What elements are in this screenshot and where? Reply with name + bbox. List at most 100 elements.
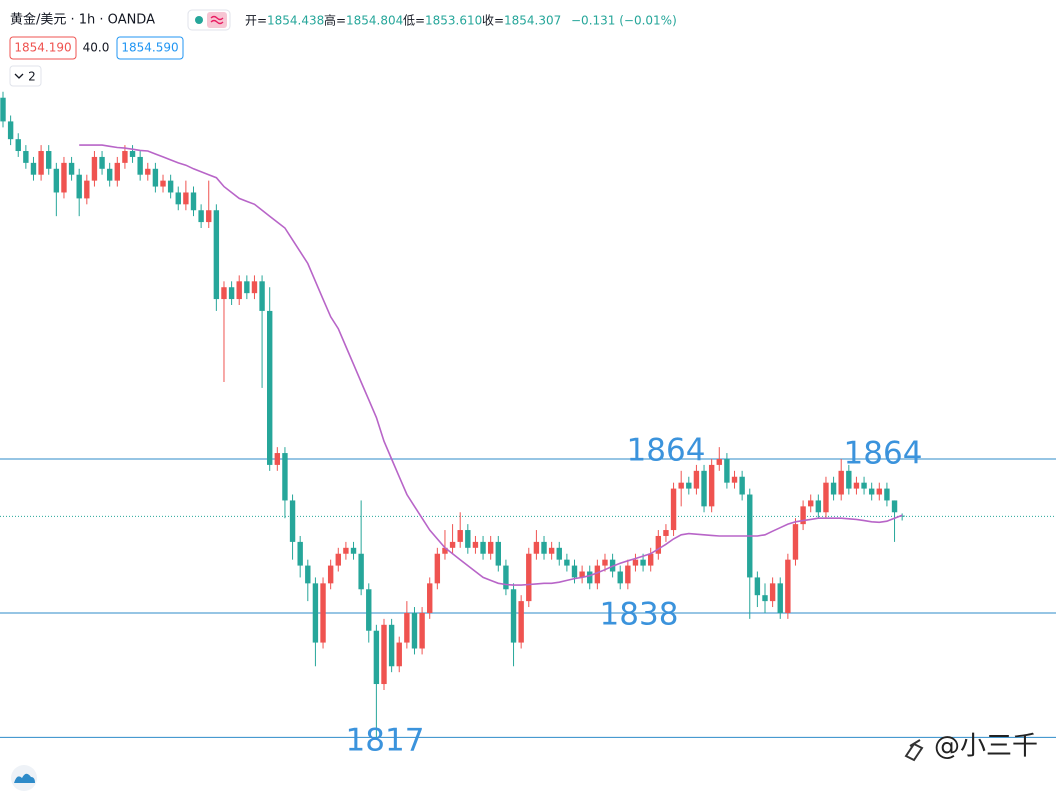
- candle-body: [777, 583, 783, 613]
- candle-body: [472, 541, 479, 548]
- candle-body: [274, 453, 281, 465]
- candle-body: [449, 541, 456, 548]
- candle-body: [175, 192, 181, 205]
- status-icon-glyph: [210, 15, 224, 25]
- candle-body: [678, 482, 684, 489]
- candle-body: [655, 535, 662, 554]
- candle-body: [335, 553, 341, 566]
- candle-body: [388, 624, 395, 667]
- level-annotation: 1838: [600, 597, 679, 633]
- candle-body: [632, 559, 639, 566]
- candle-body: [495, 541, 501, 566]
- candle-body: [434, 553, 441, 584]
- candle-body: [846, 470, 852, 489]
- ask-box[interactable]: [116, 36, 184, 60]
- candle-body: [648, 553, 654, 566]
- indicator-toggle[interactable]: [9, 65, 42, 87]
- candle-body: [99, 156, 105, 169]
- candle-body: [228, 287, 235, 300]
- candle-body: [465, 530, 471, 548]
- ohlc-legend: 开= 1854.438 高= 1854.804 低= 1853.610 收= 1854.307…: [245, 13, 677, 28]
- candle-body: [0, 97, 6, 122]
- candle-body: [236, 281, 242, 300]
- candle-body: [731, 476, 738, 483]
- candle-body: [122, 151, 128, 163]
- candle-body: [15, 139, 21, 152]
- candle-body: [891, 500, 898, 513]
- candle-body: [480, 541, 486, 554]
- candle-body: [739, 476, 745, 495]
- candle-body: [23, 151, 29, 163]
- candle-body: [114, 162, 120, 181]
- candle-body: [564, 559, 570, 566]
- candle-body: [297, 541, 303, 566]
- candle-body: [762, 595, 768, 602]
- candle-body: [145, 168, 151, 175]
- candle-body: [327, 565, 334, 584]
- candle-body: [129, 151, 136, 157]
- candle-body: [579, 571, 585, 578]
- ohlc-value: 1854.804: [346, 14, 403, 28]
- candle-body: [61, 162, 67, 193]
- candle-body: [686, 482, 692, 489]
- candle-body: [427, 583, 433, 613]
- chevron: [14, 73, 24, 79]
- logo-cloud: [14, 773, 35, 783]
- candle-body: [884, 488, 890, 501]
- candle-body: [602, 559, 608, 566]
- candle-body: [548, 547, 555, 554]
- candle-body: [594, 565, 601, 584]
- candle-body: [183, 192, 189, 205]
- bid: 1854.190: [14, 41, 71, 55]
- candle-body: [68, 162, 75, 175]
- candle-body: [373, 630, 380, 685]
- candle-body: [251, 281, 258, 294]
- candle-body: [404, 612, 410, 643]
- candle-body: [838, 470, 844, 495]
- candle-body: [91, 156, 98, 181]
- candle-body: [53, 168, 60, 193]
- candle-body: [556, 547, 562, 560]
- candle-body: [663, 530, 669, 536]
- ohlc-label: 收=: [482, 14, 504, 28]
- candle-body: [693, 470, 700, 489]
- ohlc-value: 1854.438: [267, 14, 324, 28]
- candle-body: [289, 500, 296, 542]
- moving-average: [79, 144, 903, 586]
- ohlc-label: 低=: [403, 14, 425, 28]
- ohlc-label: 高=: [324, 13, 346, 28]
- candle-body: [106, 168, 113, 181]
- ohlc-value: 1853.610: [425, 14, 482, 28]
- candle-body: [808, 500, 814, 507]
- candle-body: [800, 506, 806, 525]
- symbol: 黄金/美元 · 1h · OANDA: [10, 12, 155, 28]
- status-icon: [207, 12, 227, 28]
- watermark-text: @小三千: [934, 732, 1038, 762]
- candle-body: [853, 482, 860, 489]
- candle-body: [84, 180, 90, 199]
- candle-body: [571, 565, 578, 578]
- candle-body: [38, 151, 44, 175]
- level-annotation: 1864: [627, 433, 706, 469]
- candle-body: [213, 210, 220, 300]
- ohlc-value: 1854.307: [504, 14, 561, 28]
- candle-body: [30, 162, 37, 175]
- candle-body: [190, 192, 197, 211]
- candle-body: [366, 589, 372, 631]
- candle-body: [206, 210, 212, 223]
- candle-body: [533, 541, 540, 554]
- candle-body: [320, 583, 326, 643]
- candle-body: [198, 210, 204, 223]
- candle-body: [221, 287, 227, 300]
- candle-body: [708, 464, 715, 507]
- candle-body: [769, 583, 776, 602]
- level-annotation: 1817: [346, 723, 425, 759]
- bid-box[interactable]: [9, 36, 77, 60]
- candle-body: [381, 624, 387, 685]
- candle-body: [152, 168, 159, 187]
- candle-body: [899, 515, 905, 517]
- candle-body: [724, 458, 730, 483]
- candle-body: [587, 571, 593, 584]
- candle-body: [830, 482, 837, 495]
